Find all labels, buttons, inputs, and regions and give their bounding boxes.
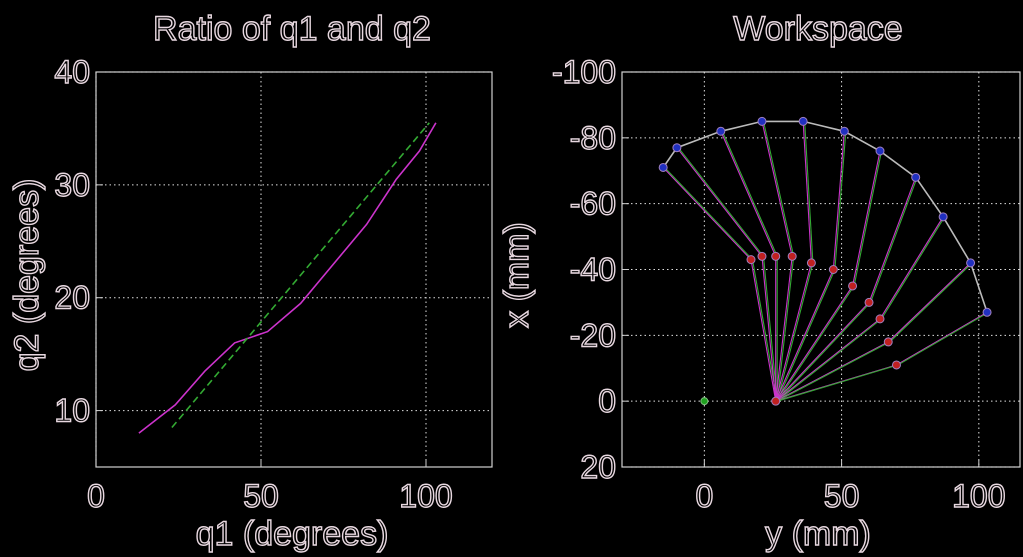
- workspace-elbow-point: [771, 251, 781, 261]
- ratio-y-tick-label: 30: [54, 167, 90, 203]
- workspace-tick-labels: 0 50 100 -100 -80 -60 -40 -20 0 20: [551, 53, 1006, 514]
- workspace-elbow-point: [828, 265, 838, 274]
- workspace-link-a: [776, 256, 795, 402]
- workspace-y-tick-label: -60: [570, 186, 616, 222]
- workspace-y-tick-label: 0: [598, 383, 616, 419]
- workspace-tip-point: [966, 258, 976, 268]
- workspace-link-b: [834, 131, 847, 270]
- workspace-link-b: [662, 167, 752, 261]
- workspace-link-b: [853, 150, 883, 287]
- workspace-link-b: [762, 121, 795, 257]
- workspace-link-a: [775, 285, 854, 402]
- workspace-link-b: [852, 150, 881, 287]
- workspace-tip-point: [757, 116, 767, 126]
- workspace-tip-point: [658, 162, 668, 172]
- ratio-solid-series-line: [138, 122, 437, 434]
- workspace-link-b: [677, 147, 764, 257]
- workspace-tip-point: [672, 143, 682, 153]
- workspace-link-b: [832, 131, 845, 270]
- workspace-chart-title: Workspace: [733, 10, 902, 48]
- ratio-x-tick-label: 0: [87, 478, 105, 514]
- workspace-link-b: [896, 311, 988, 366]
- workspace-link-b: [868, 177, 917, 303]
- workspace-tip-point: [839, 126, 849, 136]
- workspace-base-point: [771, 396, 781, 406]
- workspace-link-a: [775, 302, 870, 402]
- workspace-link-b: [664, 167, 753, 261]
- workspace-link-b: [804, 121, 814, 263]
- ratio-y-tick-label: 40: [54, 54, 90, 90]
- workspace-y-tick-label: 20: [580, 449, 616, 485]
- workspace-y-tick-label: -80: [570, 120, 616, 156]
- ratio-chart-title: Ratio of q1 and q2: [153, 10, 431, 48]
- workspace-link-a: [776, 262, 814, 402]
- ratio-y-tick-label: 10: [54, 393, 90, 429]
- workspace-link-b: [761, 121, 793, 257]
- workspace-elbow-point: [875, 314, 885, 324]
- workspace-link-a: [761, 256, 777, 402]
- workspace-link-a: [762, 256, 778, 402]
- workspace-link-a: [776, 269, 836, 402]
- ratio-plot-area: [95, 71, 493, 468]
- workspace-link-b: [721, 131, 778, 257]
- workspace-elbow-point: [864, 297, 874, 307]
- workspace-link-a: [775, 318, 881, 402]
- workspace-link-a: [777, 364, 899, 402]
- workspace-link-a: [776, 302, 871, 402]
- workspace-tip-point: [716, 126, 726, 136]
- workspace-x-tick-label: 50: [824, 478, 860, 514]
- workspace-link-a: [750, 259, 777, 402]
- workspace-elbow-point: [746, 255, 756, 265]
- workspace-link-b: [881, 216, 946, 320]
- workspace-origin-marker: [700, 397, 709, 406]
- workspace-tip-point: [798, 116, 808, 126]
- workspace-link-b: [879, 216, 944, 320]
- workspace-link-a: [775, 262, 812, 402]
- ratio-x-axis-label: q1 (degrees): [196, 515, 389, 553]
- ratio-series: [138, 122, 437, 434]
- ratio-y-axis-label: q2 (degrees): [8, 179, 46, 372]
- workspace-elbow-point: [883, 337, 893, 347]
- workspace-chart: 0 50 100 -100 -80 -60 -40 -20 0 20 Workspace y (m…: [497, 9, 1021, 554]
- workspace-link-a: [775, 341, 889, 402]
- workspace-tip-point: [911, 172, 921, 182]
- workspace-link-b: [887, 262, 971, 343]
- workspace-tip-point: [875, 146, 885, 156]
- workspace-link-a: [775, 269, 834, 402]
- workspace-y-axis-label: x (mm): [498, 222, 536, 328]
- workspace-elbow-point: [891, 360, 901, 370]
- workspace-elbow-point: [787, 251, 797, 261]
- workspace-link-a: [776, 285, 855, 402]
- workspace-tip-point: [938, 212, 948, 222]
- workspace-y-tick-label: -100: [552, 54, 616, 90]
- workspace-x-axis-label: y (mm): [765, 515, 871, 553]
- workspace-elbow-point: [806, 258, 816, 268]
- workspace-x-tick-label: 100: [952, 478, 1005, 514]
- workspace-y-tick-label: -20: [570, 317, 616, 353]
- workspace-link-b: [889, 262, 973, 343]
- ratio-chart: 0 50 100 10 20 30 40 Ratio of q1 and q2 q1 (de…: [7, 9, 493, 554]
- ratio-x-tick-label: 100: [399, 478, 452, 514]
- workspace-tip-point: [982, 307, 992, 317]
- workspace-link-a: [775, 256, 793, 402]
- ratio-y-tick-label: 20: [54, 280, 90, 316]
- workspace-link-b: [870, 177, 918, 303]
- workspace-link-b: [720, 131, 777, 257]
- workspace-link-b: [802, 121, 812, 263]
- workspace-link-a: [776, 318, 882, 402]
- ratio-dashed-series-line: [171, 122, 430, 429]
- workspace-link-b: [897, 311, 989, 366]
- workspace-y-tick-label: -40: [570, 252, 616, 288]
- ratio-x-tick-label: 50: [243, 478, 279, 514]
- workspace-x-tick-label: 0: [695, 478, 713, 514]
- workspace-series: [658, 116, 992, 406]
- ratio-grid: [95, 71, 492, 467]
- ratio-tick-labels: 0 50 100 10 20 30 40: [54, 53, 454, 514]
- workspace-link-b: [676, 147, 763, 257]
- workspace-link-a: [776, 341, 891, 402]
- workspace-elbow-point: [757, 251, 767, 261]
- workspace-elbow-point: [848, 281, 858, 291]
